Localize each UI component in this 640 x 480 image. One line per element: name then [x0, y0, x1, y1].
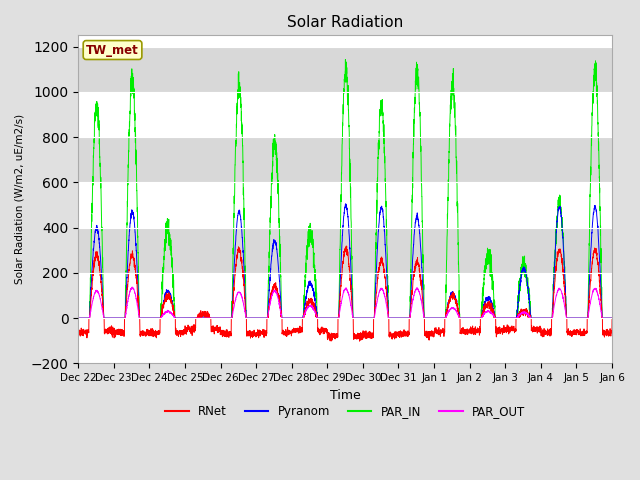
Y-axis label: Solar Radiation (W/m2, uE/m2/s): Solar Radiation (W/m2, uE/m2/s): [15, 114, 25, 285]
Pyranom: [74, 315, 82, 321]
Pyranom: [608, 315, 616, 321]
RNet: [356, 338, 364, 344]
PAR_OUT: [74, 315, 82, 321]
PAR_IN: [608, 315, 616, 321]
PAR_IN: [435, 315, 443, 321]
Pyranom: [325, 315, 333, 321]
Line: Pyranom: Pyranom: [78, 204, 612, 318]
Pyranom: [607, 315, 615, 321]
PAR_IN: [465, 315, 472, 321]
Pyranom: [342, 201, 349, 207]
Pyranom: [435, 315, 443, 321]
RNet: [608, 330, 616, 336]
PAR_OUT: [435, 315, 443, 321]
PAR_IN: [74, 315, 82, 321]
Pyranom: [465, 315, 472, 321]
RNet: [342, 243, 350, 249]
PAR_IN: [495, 315, 503, 321]
RNet: [465, 328, 472, 334]
PAR_OUT: [495, 315, 503, 321]
RNet: [608, 315, 616, 321]
PAR_OUT: [607, 315, 615, 321]
Line: RNet: RNet: [78, 246, 612, 341]
RNet: [435, 329, 443, 335]
PAR_IN: [342, 57, 349, 62]
Text: TW_met: TW_met: [86, 44, 139, 57]
Bar: [78, 47, 612, 92]
Pyranom: [170, 310, 178, 315]
PAR_OUT: [325, 315, 333, 321]
Line: PAR_OUT: PAR_OUT: [78, 287, 612, 318]
Title: Solar Radiation: Solar Radiation: [287, 15, 403, 30]
PAR_OUT: [608, 315, 616, 321]
PAR_OUT: [465, 315, 472, 321]
PAR_OUT: [170, 314, 178, 320]
RNet: [170, 311, 178, 317]
Bar: [78, 228, 612, 273]
X-axis label: Time: Time: [330, 389, 360, 402]
PAR_IN: [325, 315, 333, 321]
Line: PAR_IN: PAR_IN: [78, 60, 612, 318]
PAR_IN: [607, 315, 615, 321]
Legend: RNet, Pyranom, PAR_IN, PAR_OUT: RNet, Pyranom, PAR_IN, PAR_OUT: [160, 401, 530, 423]
RNet: [495, 329, 503, 335]
RNet: [74, 328, 82, 334]
Bar: [78, 137, 612, 182]
PAR_IN: [170, 295, 178, 300]
RNet: [325, 330, 333, 336]
Pyranom: [495, 315, 503, 321]
PAR_OUT: [129, 284, 136, 290]
